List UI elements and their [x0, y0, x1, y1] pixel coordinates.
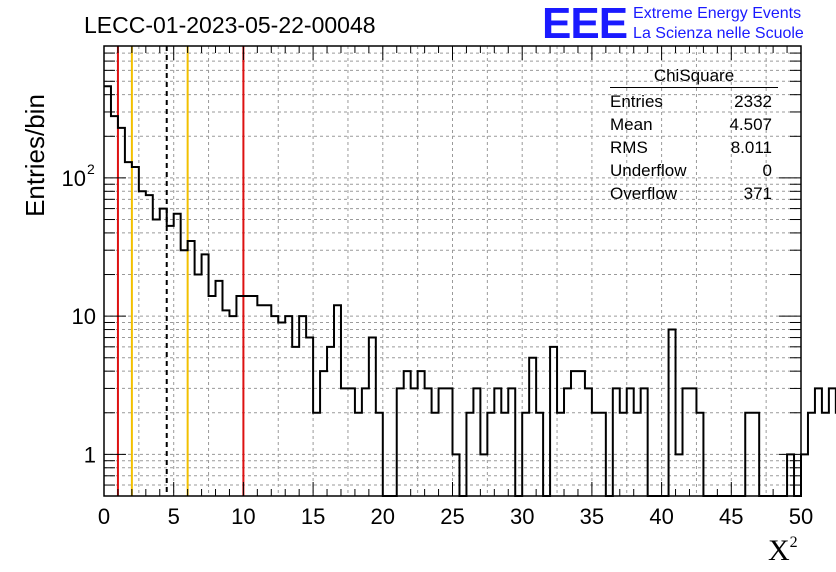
stats-box: ChiSquare Entries 2332 Mean 4.507 RMS 8.…: [610, 66, 778, 207]
stats-label: Underflow: [610, 161, 687, 180]
x-axis-label-superscript: 2: [789, 534, 798, 551]
logo-mark: EEE: [542, 0, 628, 48]
stats-label: Mean: [610, 115, 653, 134]
y-tick-label: 10: [62, 166, 86, 191]
eee-logo: EEE Extreme Energy Events La Scienza nel…: [542, 2, 804, 46]
stats-value: 371: [743, 184, 772, 203]
stats-row-mean: Mean 4.507: [610, 115, 778, 138]
stats-value: 4.507: [729, 115, 772, 134]
x-tick-label: 45: [719, 504, 743, 529]
x-tick-label: 40: [649, 504, 673, 529]
stats-label: RMS: [610, 138, 648, 157]
logo-text: Extreme Energy Events La Scienza nelle S…: [633, 2, 804, 44]
histogram-outline: [104, 85, 836, 497]
x-axis-label: X2: [768, 534, 798, 568]
stats-value: 8.011: [730, 138, 772, 157]
y-tick-label-exponent: 2: [87, 161, 95, 177]
x-tick-label: 10: [231, 504, 255, 529]
stats-label: Overflow: [610, 184, 678, 203]
stats-title: ChiSquare: [610, 66, 778, 88]
stats-row-underflow: Underflow 0: [610, 161, 778, 184]
x-tick-label: 5: [168, 504, 180, 529]
stats-row-overflow: Overflow 371: [610, 184, 778, 207]
y-axis-label-wrap: Entries/bin: [4, 94, 50, 217]
x-axis-label-base: X: [768, 534, 790, 567]
x-tick-label: 0: [98, 504, 110, 529]
stats-row-rms: RMS 8.011: [610, 138, 778, 161]
x-tick-label: 50: [789, 504, 813, 529]
y-axis-label: Entries/bin: [19, 94, 50, 217]
stats-value: 2332: [734, 92, 772, 111]
logo-line-1: Extreme Energy Events: [633, 5, 802, 22]
x-tick-label: 20: [371, 504, 395, 529]
y-tick-label: 10: [72, 304, 96, 329]
stats-label: Entries: [610, 92, 663, 111]
x-tick-label: 30: [510, 504, 534, 529]
chart-title: LECC-01-2023-05-22-00048: [84, 12, 376, 38]
logo-line-2: La Scienza nelle Scuole: [633, 25, 804, 42]
x-tick-label: 25: [440, 504, 464, 529]
stats-row-entries: Entries 2332: [610, 92, 778, 115]
y-tick-label: 1: [84, 442, 96, 467]
x-tick-label: 15: [301, 504, 325, 529]
x-tick-label: 35: [580, 504, 604, 529]
stats-value: 0: [762, 161, 772, 180]
